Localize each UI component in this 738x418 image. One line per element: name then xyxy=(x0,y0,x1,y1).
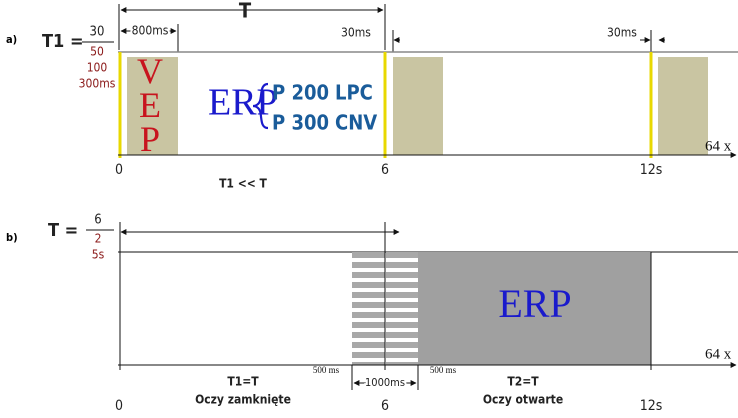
t1-label: T1 = xyxy=(42,31,84,52)
erp-label: ERP xyxy=(208,82,278,124)
stripe xyxy=(386,332,418,338)
gap-label: 30ms xyxy=(607,26,637,40)
t1-value: 300ms xyxy=(79,77,116,91)
erp-label: ERP xyxy=(498,281,571,326)
stripe xyxy=(386,342,418,348)
condition-caption: Oczy otwarte xyxy=(483,393,563,407)
stripe xyxy=(386,322,418,328)
gap-label: 500 ms xyxy=(313,365,340,375)
stripe xyxy=(386,302,418,308)
component: P 300 xyxy=(272,111,329,135)
gap-label: 30ms xyxy=(341,26,371,40)
condition-caption: Oczy zamknięte xyxy=(195,393,291,407)
condition-label: T2=T xyxy=(507,375,539,389)
axis-label: 6 xyxy=(381,398,389,414)
stripe xyxy=(386,292,418,298)
axis-label: 0 xyxy=(115,398,123,414)
t-value: 6 xyxy=(94,213,101,228)
relation-label: T1 << T xyxy=(219,177,267,191)
stripe xyxy=(352,342,385,348)
window-label: 800ms xyxy=(132,24,169,38)
t1-value: 30 xyxy=(90,25,105,40)
stripe xyxy=(352,292,385,298)
stripe xyxy=(386,362,418,365)
stripe xyxy=(352,322,385,328)
stripe xyxy=(352,282,385,288)
stripe xyxy=(386,252,418,258)
epoch-box xyxy=(658,57,708,155)
panel-label: b) xyxy=(6,231,18,244)
stripe xyxy=(352,252,385,258)
stripe xyxy=(352,332,385,338)
stripe xyxy=(386,312,418,318)
component: P 200 xyxy=(272,81,329,105)
t-value: 5s xyxy=(92,248,105,262)
axis-label: 6 xyxy=(381,162,389,178)
condition-label: T1=T xyxy=(227,375,259,389)
stripe xyxy=(386,282,418,288)
component: LPC xyxy=(335,81,373,105)
gap-label: 1000ms xyxy=(365,376,405,389)
repeat-label: 64 x xyxy=(705,138,732,154)
stripe xyxy=(352,262,385,268)
component: CNV xyxy=(335,111,377,135)
repeat-label: 64 x xyxy=(705,346,732,362)
brace xyxy=(252,82,269,130)
t-value: 2 xyxy=(95,232,102,246)
stripe xyxy=(352,312,385,318)
axis-label: 0 xyxy=(115,162,123,178)
stripe xyxy=(352,352,385,358)
stripe xyxy=(352,272,385,278)
t1-value: 100 xyxy=(87,61,108,75)
t1-value: 50 xyxy=(90,45,104,59)
t-label: T = xyxy=(48,220,78,241)
axis-label: 12s xyxy=(640,162,663,178)
epoch-box xyxy=(127,57,178,155)
epoch-box xyxy=(418,252,651,365)
stripe xyxy=(386,272,418,278)
period-label: T xyxy=(239,0,252,23)
stripe xyxy=(352,362,385,365)
axis-label: 12s xyxy=(640,398,663,414)
panel-label: a) xyxy=(6,33,17,46)
stripe xyxy=(386,262,418,268)
stripe xyxy=(386,352,418,358)
stripe xyxy=(352,302,385,308)
gap-label: 500 ms xyxy=(430,365,457,375)
epoch-box xyxy=(393,57,443,155)
transition-stripes xyxy=(352,252,418,365)
